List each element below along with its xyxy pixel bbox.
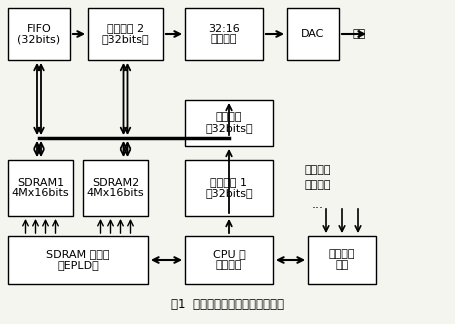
Text: 同步时钟: 同步时钟 [304, 180, 330, 190]
Text: 32:16: 32:16 [207, 24, 239, 33]
Text: 输出: 输出 [352, 29, 365, 39]
Text: （32bits）: （32bits） [205, 189, 252, 199]
Bar [185, 160, 273, 216]
Bar [8, 160, 73, 216]
Bar [307, 236, 375, 284]
Text: SDRAM1: SDRAM1 [17, 178, 64, 188]
Text: 控制接口: 控制接口 [215, 260, 242, 271]
Text: （32bits）: （32bits） [101, 34, 149, 44]
Text: 时钟电路: 时钟电路 [328, 249, 354, 260]
Text: FIFO: FIFO [26, 24, 51, 33]
Bar [8, 8, 70, 60]
Text: 图1  任意波形发生器硬件原理框图: 图1 任意波形发生器硬件原理框图 [171, 298, 284, 311]
Bar [88, 8, 162, 60]
Bar [8, 236, 148, 284]
Text: （32bits）: （32bits） [205, 123, 252, 133]
Text: CPU 及: CPU 及 [212, 249, 245, 260]
Text: 数据锁存 1: 数据锁存 1 [210, 178, 247, 188]
Text: 4Mx16bits: 4Mx16bits [86, 189, 144, 199]
Text: (32bits): (32bits) [17, 34, 61, 44]
Text: 总线开关: 总线开关 [215, 112, 242, 122]
Text: （EPLD）: （EPLD） [57, 260, 99, 271]
Text: 系统内部: 系统内部 [304, 165, 330, 175]
Text: 模块: 模块 [334, 260, 348, 271]
Bar [185, 236, 273, 284]
Text: 并串转换: 并串转换 [210, 34, 237, 44]
Text: 4Mx16bits: 4Mx16bits [12, 189, 69, 199]
Text: ...: ... [311, 199, 324, 212]
Bar [185, 100, 273, 146]
Text: 数据锁存 2: 数据锁存 2 [107, 24, 144, 33]
Bar [83, 160, 148, 216]
Text: SDRAM 控制器: SDRAM 控制器 [46, 249, 110, 260]
Bar [185, 8, 263, 60]
Bar [286, 8, 338, 60]
Text: DAC: DAC [301, 29, 324, 39]
Text: SDRAM2: SDRAM2 [91, 178, 139, 188]
